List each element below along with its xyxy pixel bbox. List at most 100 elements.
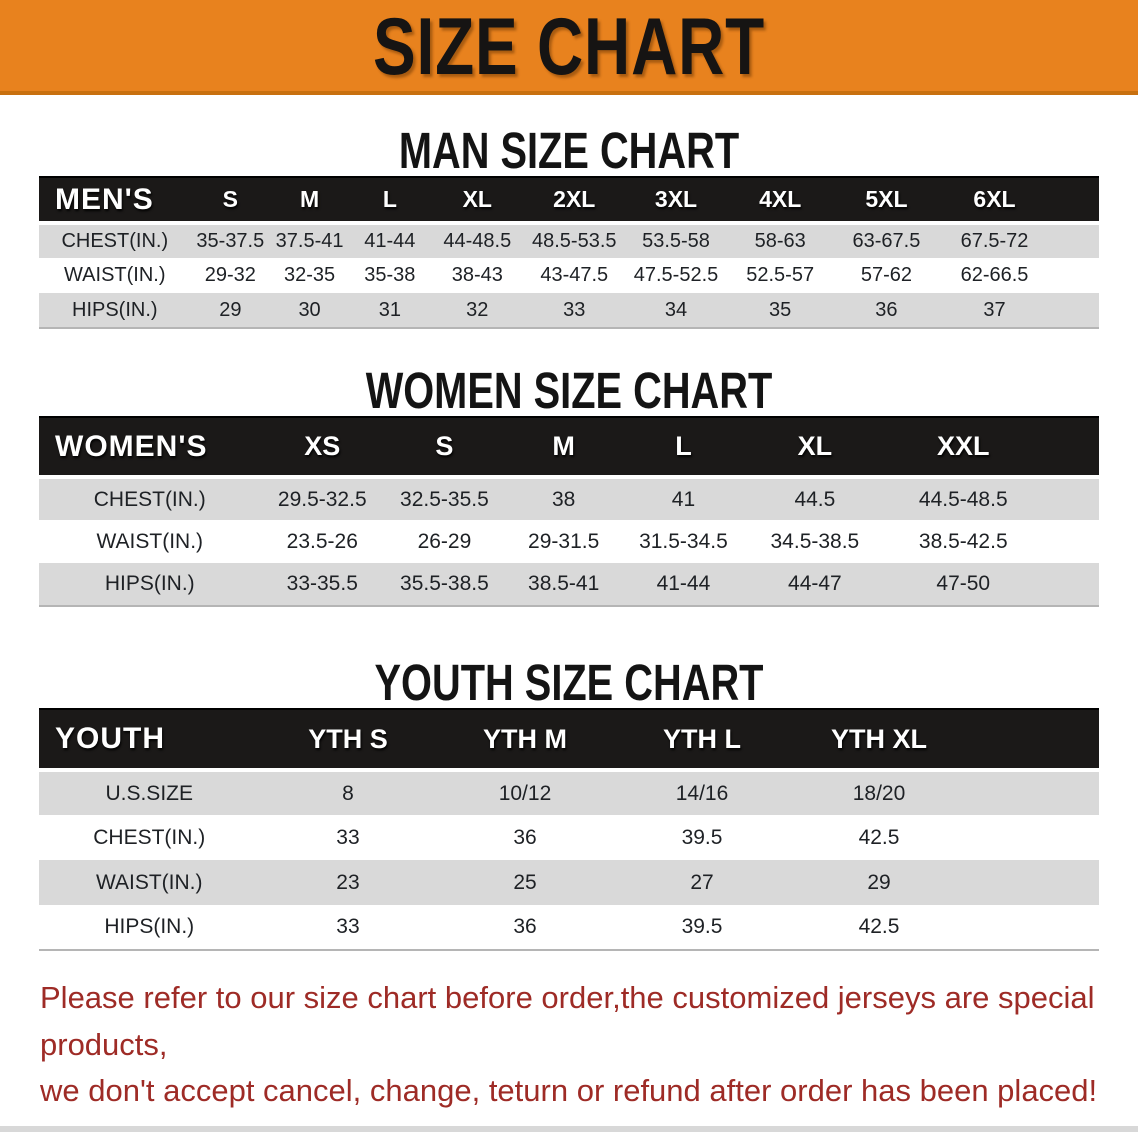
measure-row-label: CHEST(IN.) xyxy=(93,487,206,511)
men-size-table: MEN'S S M L XL 2XL 3XL 4XL 5XL 6XL CHEST(IN.) 35-3… xyxy=(39,176,1099,329)
table-row: CHEST(IN.) 29.5-32.5 32.5-35.5 38 41 44.5 44.5… xyxy=(39,477,1099,520)
header-spacer xyxy=(967,708,1099,772)
size-value-cell: 58-63 xyxy=(754,230,806,252)
table-row: CHEST(IN.) 33 36 39.5 42.5 xyxy=(39,815,1099,860)
size-value-cell: 32 xyxy=(466,298,489,321)
row-spacer xyxy=(968,770,1099,815)
size-value-cell: 33 xyxy=(563,298,586,321)
section-women: WOMEN SIZE CHART WOMEN'S XS S M L XL XXL CHEST… xyxy=(0,365,1138,607)
header-spacer xyxy=(1049,176,1099,225)
size-value-cell: 35-37.5 xyxy=(196,230,265,252)
table-row: U.S.SIZE 8 10/12 14/16 18/20 xyxy=(39,770,1099,815)
table-row: WAIST(IN.) 29-32 32-35 35-38 38-43 43-47.5 47.… xyxy=(39,258,1099,293)
measure-row-label: HIPS(IN.) xyxy=(104,572,195,595)
row-spacer xyxy=(1041,477,1099,520)
size-value-cell: 67.5-72 xyxy=(960,230,1029,252)
measure-row-label: WAIST(IN.) xyxy=(96,529,204,553)
table-row: HIPS(IN.) 33 36 39.5 42.5 xyxy=(39,905,1099,950)
size-value-cell: 34 xyxy=(664,298,688,321)
footer-note: Please refer to our size chart before or… xyxy=(40,975,1124,1115)
size-value-cell: 38-43 xyxy=(451,264,503,286)
section-men: MAN SIZE CHART MEN'S S M L XL 2XL 3XL 4XL 5XL 6XL… xyxy=(0,125,1138,329)
women-table-header-row: WOMEN'S XS S M L XL XXL xyxy=(39,416,1099,479)
size-value-cell: 25 xyxy=(513,870,537,894)
size-value-cell: 43-47.5 xyxy=(540,264,609,286)
row-spacer xyxy=(968,815,1099,860)
size-value-cell: 41-44 xyxy=(656,572,711,595)
size-value-cell: 14/16 xyxy=(675,781,729,805)
size-value-cell: 18/20 xyxy=(852,781,906,805)
size-column-header: XL xyxy=(430,176,524,225)
size-value-cell: 23.5-26 xyxy=(286,529,358,553)
size-value-cell: 42.5 xyxy=(858,915,900,938)
size-value-cell: 27 xyxy=(690,870,714,894)
size-value-cell: 47.5-52.5 xyxy=(633,264,719,286)
size-column-header: YTH XL xyxy=(790,708,968,772)
men-section-heading: MAN SIZE CHART xyxy=(398,122,740,179)
table-group-label: YOUTH xyxy=(39,708,260,772)
size-value-cell: 38.5-41 xyxy=(528,572,600,595)
size-column-header: 5XL xyxy=(832,176,940,225)
table-group-label: MEN'S xyxy=(39,176,191,225)
table-row: HIPS(IN.) 33-35.5 35.5-38.5 38.5-41 41-44 44-… xyxy=(39,563,1099,606)
size-value-cell: 41-44 xyxy=(364,230,416,252)
size-value-cell: 29-32 xyxy=(204,264,256,286)
size-value-cell: 36 xyxy=(513,825,537,849)
size-value-cell: 8 xyxy=(342,781,354,805)
size-value-cell: 36 xyxy=(513,915,537,938)
row-spacer xyxy=(1041,520,1099,563)
size-column-header: L xyxy=(622,416,745,479)
size-value-cell: 53.5-58 xyxy=(642,230,710,252)
measure-row-label: CHEST(IN.) xyxy=(93,825,206,849)
size-column-header: XXL xyxy=(885,416,1042,479)
size-value-cell: 47-50 xyxy=(936,572,991,595)
table-group-label: WOMEN'S xyxy=(39,416,261,479)
size-column-header: M xyxy=(270,176,350,225)
size-value-cell: 32.5-35.5 xyxy=(400,487,489,511)
size-value-cell: 44-48.5 xyxy=(443,230,512,252)
size-column-header: XL xyxy=(744,416,886,479)
size-column-header: S xyxy=(384,416,505,479)
size-value-cell: 33-35.5 xyxy=(286,572,358,595)
size-column-header: 2XL xyxy=(523,176,625,225)
size-value-cell: 39.5 xyxy=(681,915,723,938)
size-column-header: M xyxy=(504,416,623,479)
row-spacer xyxy=(1041,563,1099,606)
size-value-cell: 48.5-53.5 xyxy=(532,230,617,252)
banner-title: SIZE CHART xyxy=(373,0,765,92)
size-column-header: 3XL xyxy=(624,176,728,225)
row-spacer xyxy=(1049,223,1099,258)
size-value-cell: 10/12 xyxy=(498,781,552,805)
size-column-header: YTH S xyxy=(259,708,437,772)
row-spacer xyxy=(968,860,1099,905)
size-value-cell: 34.5-38.5 xyxy=(770,529,860,553)
measure-row-label: WAIST(IN.) xyxy=(64,264,166,286)
measure-row-label: HIPS(IN.) xyxy=(104,915,195,938)
table-row: WAIST(IN.) 23.5-26 26-29 29-31.5 31.5-34.5 34… xyxy=(39,520,1099,563)
size-column-header: XS xyxy=(260,416,385,479)
size-value-cell: 23 xyxy=(336,870,360,894)
size-value-cell: 37 xyxy=(983,298,1006,321)
table-row: WAIST(IN.) 23 25 27 29 xyxy=(39,860,1099,905)
size-column-header: 6XL xyxy=(939,176,1050,225)
banner: SIZE CHART xyxy=(0,0,1138,95)
row-spacer xyxy=(1049,258,1099,293)
measure-row-label: HIPS(IN.) xyxy=(72,298,158,321)
size-value-cell: 35 xyxy=(769,298,792,321)
women-size-table: WOMEN'S XS S M L XL XXL CHEST(IN.) 29.5-32.5 32.… xyxy=(39,416,1099,607)
size-value-cell: 36 xyxy=(875,298,898,321)
row-spacer xyxy=(968,905,1099,950)
size-value-cell: 32-35 xyxy=(283,264,336,286)
size-value-cell: 44.5 xyxy=(794,487,836,511)
size-value-cell: 35.5-38.5 xyxy=(400,572,489,595)
size-value-cell: 26-29 xyxy=(417,529,472,553)
size-value-cell: 37.5-41 xyxy=(275,230,344,252)
size-value-cell: 30 xyxy=(298,298,321,321)
measure-row-label: CHEST(IN.) xyxy=(61,230,169,252)
size-value-cell: 38.5-42.5 xyxy=(918,529,1008,553)
size-value-cell: 29 xyxy=(867,870,891,894)
size-column-header: YTH L xyxy=(613,708,791,772)
youth-size-table: YOUTH YTH S YTH M YTH L YTH XL U.S.SIZE 8 10/1… xyxy=(39,708,1099,951)
size-column-header: 4XL xyxy=(727,176,833,225)
footer-line-1: Please refer to our size chart before or… xyxy=(40,980,1095,1062)
